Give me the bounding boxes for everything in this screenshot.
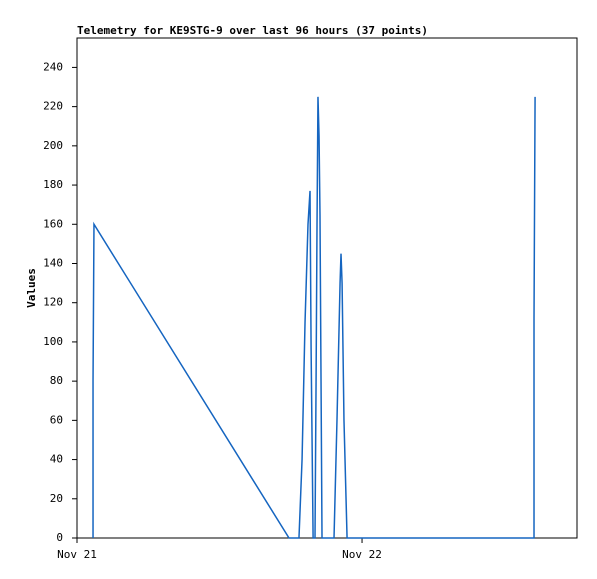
y-tick-label: 120 [43,296,63,309]
y-tick-label: 180 [43,178,63,191]
x-tick-label: Nov 21 [57,548,97,561]
y-tick-label: 80 [50,374,63,387]
y-tick-label: 140 [43,256,63,269]
series-line [92,96,536,539]
y-tick-label: 200 [43,139,63,152]
chart-title: Telemetry for KE9STG-9 over last 96 hour… [77,24,428,37]
x-tick-label: Nov 22 [342,548,382,561]
y-tick-label: 160 [43,217,63,230]
y-tick-label: 240 [43,60,63,73]
y-tick-label: 20 [50,492,63,505]
y-tick-label: 100 [43,335,63,348]
y-tick-label: 60 [50,413,63,426]
plot-frame [76,37,578,539]
y-tick-label: 220 [43,100,63,113]
y-tick-label: 0 [56,531,63,544]
y-tick-label: 40 [50,453,63,466]
y-axis-label: Values [25,268,38,308]
